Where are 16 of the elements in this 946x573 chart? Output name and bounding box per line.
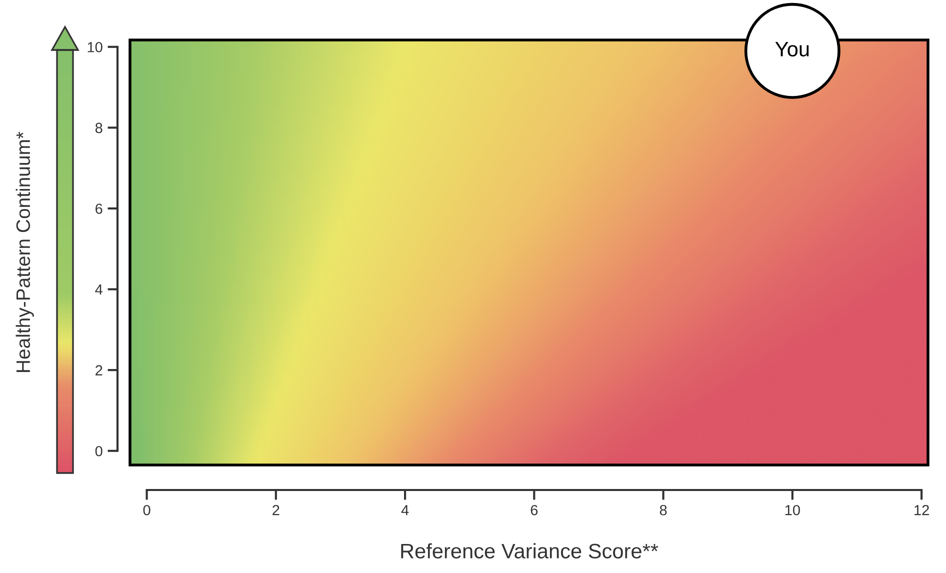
annotation: You (775, 42, 809, 56)
y-tick-label: 10 (88, 42, 102, 52)
x-tick-label: 12 (914, 504, 929, 516)
y-tick-label: 6 (96, 204, 102, 214)
x-axis-title: Reference Variance Score** (401, 543, 658, 558)
x-tick-label: 6 (530, 504, 538, 516)
x-tick-label: 2 (272, 504, 280, 516)
y-axis-title: Healthy-Pattern Continuum* (16, 132, 34, 372)
x-tick-label: 4 (401, 505, 409, 516)
x-tick-label: 10 (785, 504, 800, 516)
y-tick-label: 2 (96, 365, 102, 376)
x-tick-label: 0 (143, 504, 150, 516)
x-tick-label: 8 (660, 504, 667, 516)
y-tick-label: 8 (95, 122, 102, 134)
y-tick-label: 4 (95, 284, 102, 295)
y-tick-label: 0 (95, 446, 102, 456)
